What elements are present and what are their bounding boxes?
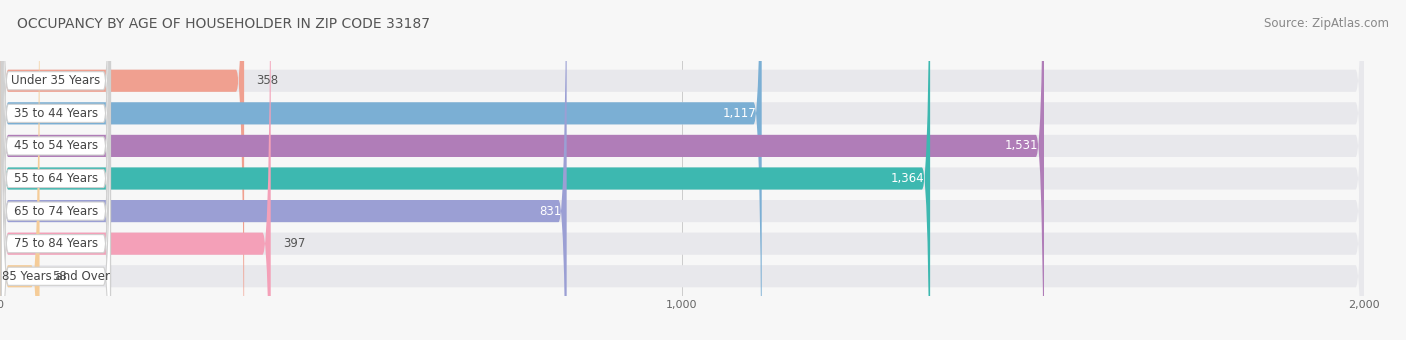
FancyBboxPatch shape	[1, 0, 111, 340]
FancyBboxPatch shape	[0, 0, 1364, 340]
FancyBboxPatch shape	[0, 0, 762, 340]
FancyBboxPatch shape	[1, 0, 111, 340]
Text: Source: ZipAtlas.com: Source: ZipAtlas.com	[1264, 17, 1389, 30]
Text: 831: 831	[538, 205, 561, 218]
FancyBboxPatch shape	[0, 0, 1364, 340]
Text: Under 35 Years: Under 35 Years	[11, 74, 101, 87]
Text: 85 Years and Over: 85 Years and Over	[1, 270, 110, 283]
FancyBboxPatch shape	[0, 0, 1364, 340]
FancyBboxPatch shape	[0, 0, 1045, 340]
Text: 1,531: 1,531	[1005, 139, 1039, 152]
FancyBboxPatch shape	[1, 0, 111, 340]
FancyBboxPatch shape	[0, 0, 567, 340]
FancyBboxPatch shape	[0, 0, 1364, 340]
FancyBboxPatch shape	[0, 0, 1364, 340]
FancyBboxPatch shape	[1, 0, 111, 340]
FancyBboxPatch shape	[0, 0, 271, 340]
FancyBboxPatch shape	[1, 0, 111, 340]
Text: 55 to 64 Years: 55 to 64 Years	[14, 172, 98, 185]
Text: 45 to 54 Years: 45 to 54 Years	[14, 139, 98, 152]
FancyBboxPatch shape	[0, 0, 1364, 340]
Text: 1,364: 1,364	[891, 172, 925, 185]
FancyBboxPatch shape	[0, 0, 931, 340]
Text: 65 to 74 Years: 65 to 74 Years	[14, 205, 98, 218]
FancyBboxPatch shape	[1, 0, 111, 340]
Text: OCCUPANCY BY AGE OF HOUSEHOLDER IN ZIP CODE 33187: OCCUPANCY BY AGE OF HOUSEHOLDER IN ZIP C…	[17, 17, 430, 31]
FancyBboxPatch shape	[1, 0, 111, 340]
FancyBboxPatch shape	[0, 0, 39, 340]
Text: 35 to 44 Years: 35 to 44 Years	[14, 107, 98, 120]
FancyBboxPatch shape	[0, 0, 245, 340]
Text: 358: 358	[256, 74, 278, 87]
FancyBboxPatch shape	[0, 0, 1364, 340]
Text: 1,117: 1,117	[723, 107, 756, 120]
Text: 397: 397	[283, 237, 305, 250]
Text: 58: 58	[52, 270, 66, 283]
Text: 75 to 84 Years: 75 to 84 Years	[14, 237, 98, 250]
